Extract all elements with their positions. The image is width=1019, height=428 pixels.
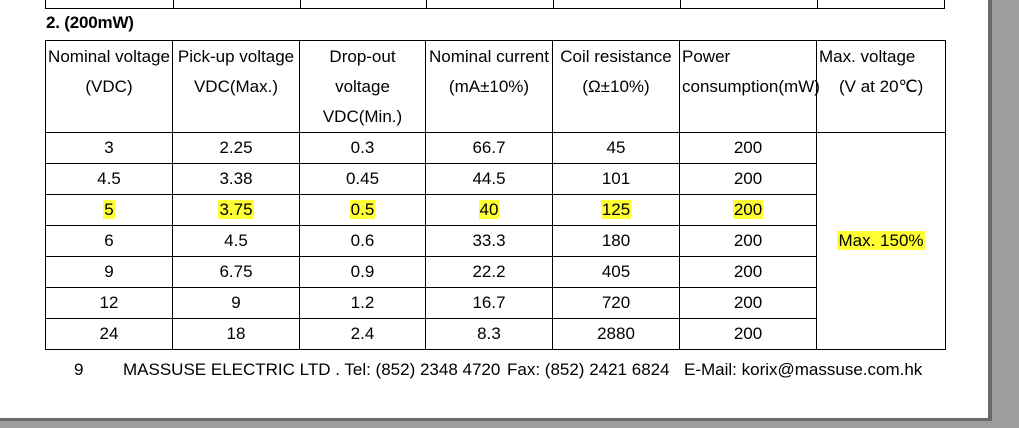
page-edge-shadow xyxy=(988,0,992,420)
cell-dropout-voltage: 1.2 xyxy=(299,287,426,319)
cell-nominal-current: 22.2 xyxy=(425,256,553,288)
section-title: 2. (200mW) xyxy=(46,13,134,32)
table-row: 4.5 3.38 0.45 44.5 101 200 xyxy=(45,163,946,195)
cell-power-consumption: 200 xyxy=(679,163,817,195)
header-coil-resistance: Coil resistance (Ω±10%) xyxy=(552,40,680,133)
header-nominal-current: Nominal current (mA±10%) xyxy=(425,40,553,133)
table-row: 24 18 2.4 8.3 2880 200 xyxy=(45,318,946,350)
cell-nominal-voltage: 12 xyxy=(45,287,173,319)
cell-coil-resistance: 405 xyxy=(552,256,680,288)
cell-nominal-current: 66.7 xyxy=(425,132,553,164)
cell-nominal-voltage: 9 xyxy=(45,256,173,288)
cell-power-consumption: 200 xyxy=(679,318,817,350)
cell-dropout-voltage: 0.45 xyxy=(299,163,426,195)
cell-dropout-voltage: 0.5 xyxy=(299,194,426,226)
cell-power-consumption: 200 xyxy=(679,256,817,288)
cell-nominal-voltage: 5 xyxy=(45,194,173,226)
cell-max-voltage: Max. 150% xyxy=(816,132,946,350)
cell-coil-resistance: 2880 xyxy=(552,318,680,350)
header-power-consumption: Power consumption(mW) xyxy=(679,40,820,133)
cell-coil-resistance: 180 xyxy=(552,225,680,257)
cell-nominal-current: 8.3 xyxy=(425,318,553,350)
cell-dropout-voltage: 0.3 xyxy=(299,132,426,164)
cell-pickup-voltage: 9 xyxy=(172,287,300,319)
cell-coil-resistance: 101 xyxy=(552,163,680,195)
table-row: 9 6.75 0.9 22.2 405 200 xyxy=(45,256,946,288)
cell-nominal-voltage: 3 xyxy=(45,132,173,164)
table-header-row: Nominal voltage (VDC) Pick-up voltage VDC(… xyxy=(45,40,946,133)
cell-nominal-voltage: 24 xyxy=(45,318,173,350)
cell-power-consumption: 200 xyxy=(679,287,817,319)
max-voltage-value: Max. 150% xyxy=(837,231,925,250)
cell-nominal-current: 33.3 xyxy=(425,225,553,257)
cell-pickup-voltage: 3.75 xyxy=(172,194,300,226)
cell-power-consumption: 200 xyxy=(679,225,817,257)
table-row: 12 9 1.2 16.7 720 200 xyxy=(45,287,946,319)
previous-table-remnant xyxy=(45,0,945,9)
header-pickup-voltage: Pick-up voltage VDC(Max.) xyxy=(172,40,300,133)
cell-pickup-voltage: 18 xyxy=(172,318,300,350)
cell-pickup-voltage: 2.25 xyxy=(172,132,300,164)
cell-nominal-current: 16.7 xyxy=(425,287,553,319)
cell-power-consumption: 200 xyxy=(679,132,817,164)
cell-dropout-voltage: 2.4 xyxy=(299,318,426,350)
header-max-voltage: Max. voltage (V at 20℃) xyxy=(816,40,946,133)
cell-pickup-voltage: 3.38 xyxy=(172,163,300,195)
table-row: 6 4.5 0.6 33.3 180 200 xyxy=(45,225,946,257)
footer-email: E-Mail: korix@massuse.com.hk xyxy=(684,360,923,379)
cell-nominal-current: 40 xyxy=(425,194,553,226)
cell-coil-resistance: 45 xyxy=(552,132,680,164)
cell-dropout-voltage: 0.9 xyxy=(299,256,426,288)
cell-nominal-voltage: 4.5 xyxy=(45,163,173,195)
coil-spec-table: Nominal voltage (VDC) Pick-up voltage VDC(… xyxy=(45,40,946,350)
table-row-highlighted: 5 3.75 0.5 40 125 200 xyxy=(45,194,946,226)
cell-pickup-voltage: 6.75 xyxy=(172,256,300,288)
footer-company-tel: MASSUSE ELECTRIC LTD . Tel: (852) 2348 4… xyxy=(123,360,501,379)
header-dropout-voltage: Drop-out voltage VDC(Min.) xyxy=(299,40,426,133)
page-edge-shadow xyxy=(0,418,992,421)
header-nominal-voltage: Nominal voltage (VDC) xyxy=(45,40,173,133)
cell-dropout-voltage: 0.6 xyxy=(299,225,426,257)
cell-nominal-voltage: 6 xyxy=(45,225,173,257)
cell-power-consumption: 200 xyxy=(679,194,817,226)
cell-coil-resistance: 720 xyxy=(552,287,680,319)
page-number: 9 xyxy=(74,360,84,379)
table-row: 3 2.25 0.3 66.7 45 200 Max. 150% xyxy=(45,132,946,350)
cell-nominal-current: 44.5 xyxy=(425,163,553,195)
cell-coil-resistance: 125 xyxy=(552,194,680,226)
footer-fax: Fax: (852) 2421 6824 xyxy=(507,360,670,379)
document-page: 2. (200mW) Nominal voltage (VDC) Pick-up … xyxy=(0,0,988,418)
cell-pickup-voltage: 4.5 xyxy=(172,225,300,257)
